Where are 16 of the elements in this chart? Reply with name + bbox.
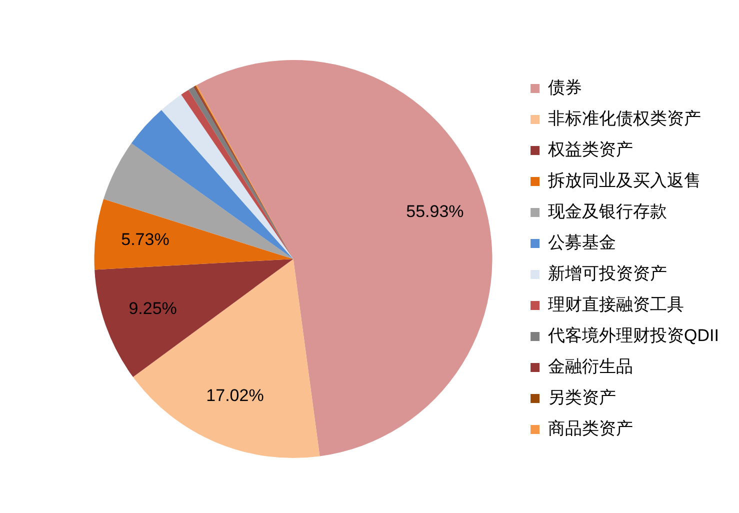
legend-label: 现金及银行存款: [548, 202, 668, 222]
legend-label: 公募基金: [548, 233, 616, 252]
legend-label: 理财直接融资工具: [548, 295, 684, 314]
legend-label: 另类资产: [548, 388, 616, 408]
legend-label: 非标准化债权类资产: [548, 109, 702, 128]
legend-label: 代客境外理财投资QDII: [547, 326, 720, 346]
legend-label: 拆放同业及买入返售: [547, 171, 702, 190]
legend-label: 债券: [548, 78, 582, 98]
data-label: 9.25%: [128, 299, 177, 318]
legend-label: 商品类资产: [548, 419, 634, 438]
data-label: 55.93%: [406, 202, 464, 221]
data-label: 17.02%: [206, 386, 264, 406]
legend-label: 金融衍生品: [548, 357, 634, 376]
legend-label: 权益类资产: [547, 140, 634, 160]
legend-label: 新增可投资资产: [548, 264, 668, 284]
data-label: 5.73%: [121, 230, 170, 249]
